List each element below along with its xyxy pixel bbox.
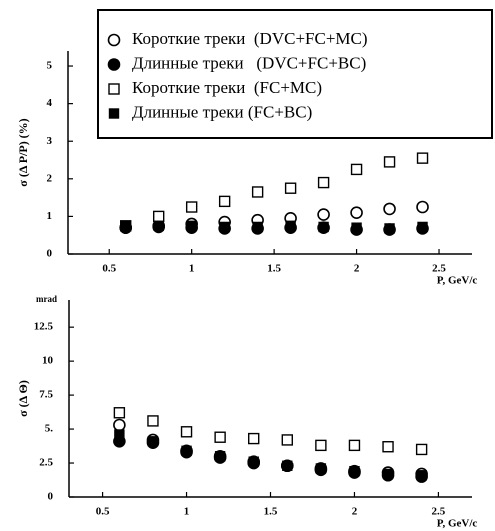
point xyxy=(281,434,293,446)
x-axis-label: P, GeV/c xyxy=(437,275,478,287)
point xyxy=(252,221,263,233)
point xyxy=(348,439,361,452)
point xyxy=(153,220,164,232)
legend-marker xyxy=(107,33,121,47)
x-tick-label: 0.5 xyxy=(102,263,116,275)
point xyxy=(114,429,125,440)
point xyxy=(214,431,226,443)
point xyxy=(317,208,330,221)
x-tick-label: 2 xyxy=(354,263,360,275)
x-tick-label: 0.5 xyxy=(96,506,110,518)
x-tick-label: 1 xyxy=(189,263,195,275)
point xyxy=(152,210,165,223)
point xyxy=(315,463,327,474)
y-tick-label: 4 xyxy=(47,97,53,109)
y-axis-label: σ (Δ Θ) xyxy=(16,380,30,417)
point xyxy=(181,445,192,457)
point xyxy=(416,200,429,214)
point xyxy=(147,436,159,447)
point xyxy=(349,465,360,477)
legend-marker xyxy=(107,58,121,71)
y-tick-label: 0 xyxy=(47,248,53,260)
legend-marker xyxy=(108,83,120,95)
point xyxy=(382,468,394,480)
point xyxy=(185,201,198,213)
y-tick-label: 2.5 xyxy=(39,457,53,469)
point xyxy=(282,460,293,471)
point xyxy=(120,220,131,232)
point xyxy=(351,222,362,233)
point xyxy=(317,176,330,189)
point xyxy=(383,156,396,168)
legend-box xyxy=(97,9,493,139)
point xyxy=(417,221,428,233)
x-tick-label: 2.5 xyxy=(432,506,446,518)
point xyxy=(186,220,197,232)
y-tick-label: 1 xyxy=(47,210,53,222)
legend-label: Короткие треки (FC+MC) xyxy=(132,78,322,97)
y-tick-label: 2 xyxy=(47,172,53,184)
legend-marker xyxy=(108,108,120,119)
point xyxy=(318,221,329,233)
point xyxy=(248,432,260,445)
x-tick-label: 1 xyxy=(184,506,190,518)
x-tick-label: 1.5 xyxy=(267,263,281,275)
point xyxy=(315,439,327,452)
y-unit: mrad xyxy=(36,294,57,304)
point xyxy=(416,152,429,164)
y-tick-label: 0 xyxy=(48,491,54,503)
point xyxy=(147,415,159,427)
y-tick-label: 5. xyxy=(45,423,54,435)
legend-label: Длинные треки (DVC+FC+BC) xyxy=(132,53,366,72)
x-axis-label: P, GeV/c xyxy=(437,518,478,530)
point xyxy=(384,223,395,234)
point xyxy=(214,451,226,462)
legend-label: Длинные треки (FC+BC) xyxy=(132,102,312,121)
point xyxy=(383,202,396,216)
point xyxy=(284,182,297,194)
point xyxy=(113,407,126,419)
x-tick-label: 2.5 xyxy=(432,263,446,275)
point xyxy=(113,418,126,432)
y-tick-label: 12.5 xyxy=(34,321,54,333)
y-tick-label: 5 xyxy=(47,60,53,72)
x-tick-label: 1.5 xyxy=(264,506,278,518)
legend-label: Короткие треки (DVC+FC+MC) xyxy=(132,29,368,48)
y-axis-label: σ (Δ P/P) (%) xyxy=(16,118,30,186)
point xyxy=(416,470,427,481)
y-tick-label: 3 xyxy=(47,135,53,147)
point xyxy=(248,456,259,467)
point xyxy=(219,221,230,233)
point xyxy=(180,426,193,438)
point xyxy=(415,443,428,456)
y-tick-label: 7.5 xyxy=(39,389,53,401)
point xyxy=(350,206,363,219)
y-tick-label: 10 xyxy=(42,355,54,367)
point xyxy=(382,441,394,453)
point xyxy=(350,163,363,176)
x-tick-label: 2 xyxy=(352,506,358,518)
point xyxy=(218,195,231,208)
point xyxy=(251,186,264,198)
point xyxy=(285,220,296,232)
